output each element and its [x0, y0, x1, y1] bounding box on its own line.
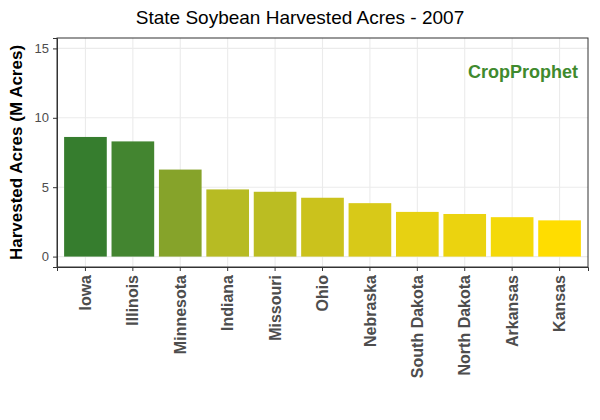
- bar: [112, 141, 155, 256]
- bar: [396, 212, 439, 257]
- tick-label: Kansas: [551, 275, 568, 332]
- tick-label: Missouri: [267, 275, 284, 341]
- bar: [538, 220, 581, 256]
- tick: 15: [35, 41, 57, 56]
- tick-label: Ohio: [314, 275, 331, 312]
- tick-mark: [53, 257, 57, 258]
- tick-mark: [464, 267, 465, 271]
- tick-mark: [180, 267, 181, 271]
- tick-mark: [53, 118, 57, 119]
- tick: Arkansas: [504, 267, 521, 347]
- axis-line: [53, 39, 58, 268]
- tick-mark: [53, 48, 57, 49]
- bar: [64, 137, 107, 257]
- tick-label: 0: [42, 249, 49, 264]
- tick-mark: [275, 267, 276, 271]
- tick-label: South Dakota: [409, 275, 426, 378]
- tick-label: North Dakota: [456, 275, 473, 376]
- tick-label: Nebraska: [362, 275, 379, 347]
- tick: Minnesota: [172, 267, 189, 354]
- tick-label: Illinois: [124, 275, 141, 326]
- tick: Indiana: [219, 267, 236, 331]
- tick-mark: [85, 267, 86, 271]
- tick: 0: [42, 249, 57, 264]
- tick-mark: [322, 267, 323, 271]
- tick-label: 15: [35, 41, 49, 56]
- bar: [301, 198, 344, 257]
- bar: [349, 203, 392, 256]
- axis-title: Harvested Acres (M Acres): [7, 45, 26, 260]
- tick: South Dakota: [409, 267, 426, 378]
- tick-label: Iowa: [77, 275, 94, 311]
- bar: [206, 189, 249, 256]
- x-axis: Iowa Illinois Minnesota Indiana Missouri Ohio…: [58, 267, 589, 378]
- y-axis: 0 5 10 15: [35, 39, 58, 268]
- grid: [57, 38, 588, 267]
- tick-mark: [53, 187, 57, 188]
- tick: 10: [35, 110, 57, 125]
- tick-mark: [512, 267, 513, 271]
- tick: Kansas: [551, 267, 568, 332]
- tick-label: Minnesota: [172, 275, 189, 354]
- title: State Soybean Harvested Acres - 2007: [136, 7, 464, 28]
- tick-mark: [417, 267, 418, 271]
- tick-mark: [369, 267, 370, 271]
- tick-label: Indiana: [219, 275, 236, 331]
- tick: 5: [42, 180, 57, 195]
- tick: Nebraska: [362, 267, 379, 347]
- tick: Missouri: [267, 267, 284, 341]
- tick: North Dakota: [456, 267, 473, 375]
- bar: [159, 170, 202, 257]
- tick-label: 5: [42, 180, 49, 195]
- axis-line: [58, 268, 589, 272]
- tick-mark: [559, 267, 560, 271]
- chart: 0 5 10 15 Iowa Illinois Minnesota Indiana Missou…: [0, 0, 600, 420]
- tick: Illinois: [124, 267, 141, 326]
- tick-label: Arkansas: [504, 275, 521, 347]
- bar: [254, 192, 297, 257]
- tick-label: 10: [35, 110, 49, 125]
- bars: [64, 137, 581, 257]
- plot-frame: [57, 38, 588, 267]
- tick: Iowa: [77, 267, 94, 311]
- bar: [443, 214, 486, 257]
- tick: Ohio: [314, 267, 331, 311]
- annotation: CropProphet: [468, 62, 578, 82]
- tick-mark: [132, 267, 133, 271]
- tick-mark: [227, 267, 228, 271]
- bar: [491, 217, 534, 256]
